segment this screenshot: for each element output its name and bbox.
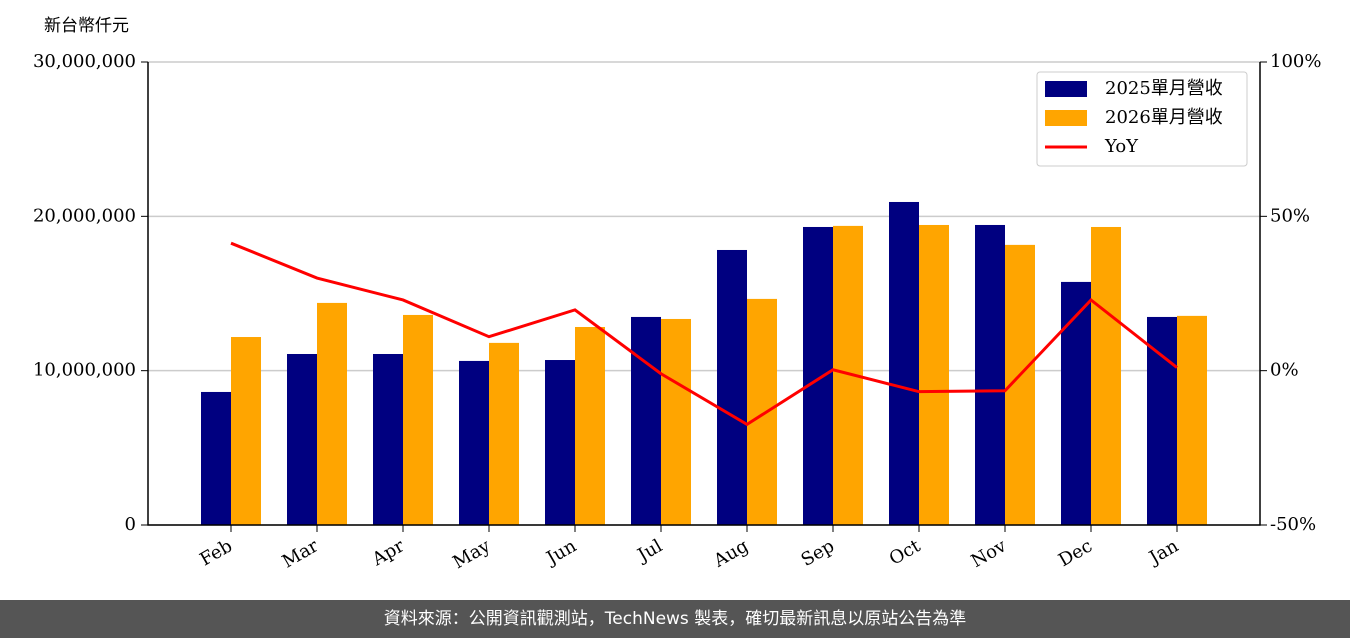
x-tick-label: Jan [1144,535,1182,569]
x-tick-label: Apr [368,535,408,570]
bar [575,326,605,525]
footer: 資料來源：公開資訊觀測站，TechNews 製表，確切最新訊息以原站公告為準 [0,600,1350,638]
x-tick-label: Jul [632,535,666,567]
y-tick-label: 30,000,000 [33,51,136,72]
bar [373,353,403,525]
bar [889,201,919,525]
y-axis-label: 新台幣仟元 [44,16,129,36]
bar [919,224,949,525]
x-tick-label: Jun [541,535,580,570]
axes-frame [147,62,1261,526]
bar [1177,315,1207,525]
bar [1061,281,1091,525]
x-tick-label: May [449,535,494,573]
bar [1091,226,1121,525]
y-tick-label: 10,000,000 [33,360,136,381]
x-tick-label: Mar [279,535,323,572]
line [230,241,1178,427]
x-tick-label: Nov [968,535,1011,572]
bar [403,314,433,525]
y2-tick-label: 100% [1270,51,1321,72]
y-tick-label: 20,000,000 [33,205,136,226]
bar [545,360,575,525]
y2-tick-label: -50% [1270,514,1316,535]
bar [287,353,317,525]
chart: 新台幣仟元 0 10,000,000 20,000,000 30,000,000 -50… [33,16,1322,573]
bar [747,298,777,525]
bar [975,224,1005,525]
x-tick-label: Dec [1055,535,1096,571]
legend-swatch [1045,81,1087,97]
bar [489,342,519,525]
x-tick-label: Aug [709,535,752,572]
bar [803,226,833,525]
legend-label: 2026單月營收 [1105,107,1223,128]
bar [459,360,489,525]
bar [201,391,231,525]
y2-tick-label: 0% [1270,360,1299,381]
legend-swatch [1045,110,1087,126]
y2-tick-label: 50% [1270,205,1310,226]
x-tick-label: Oct [886,535,925,570]
legend-box [1036,71,1248,167]
bar [717,249,747,525]
legend-label: 2025單月營收 [1105,78,1223,99]
bar [661,318,691,525]
x-tick-label: Feb [196,535,236,570]
legend-label: YoY [1104,136,1139,157]
bar [231,337,261,525]
bar [1147,316,1177,525]
x-tick-label: Sep [798,535,838,570]
bar [317,302,347,525]
bar [631,316,661,525]
y-tick-label: 0 [125,514,136,535]
